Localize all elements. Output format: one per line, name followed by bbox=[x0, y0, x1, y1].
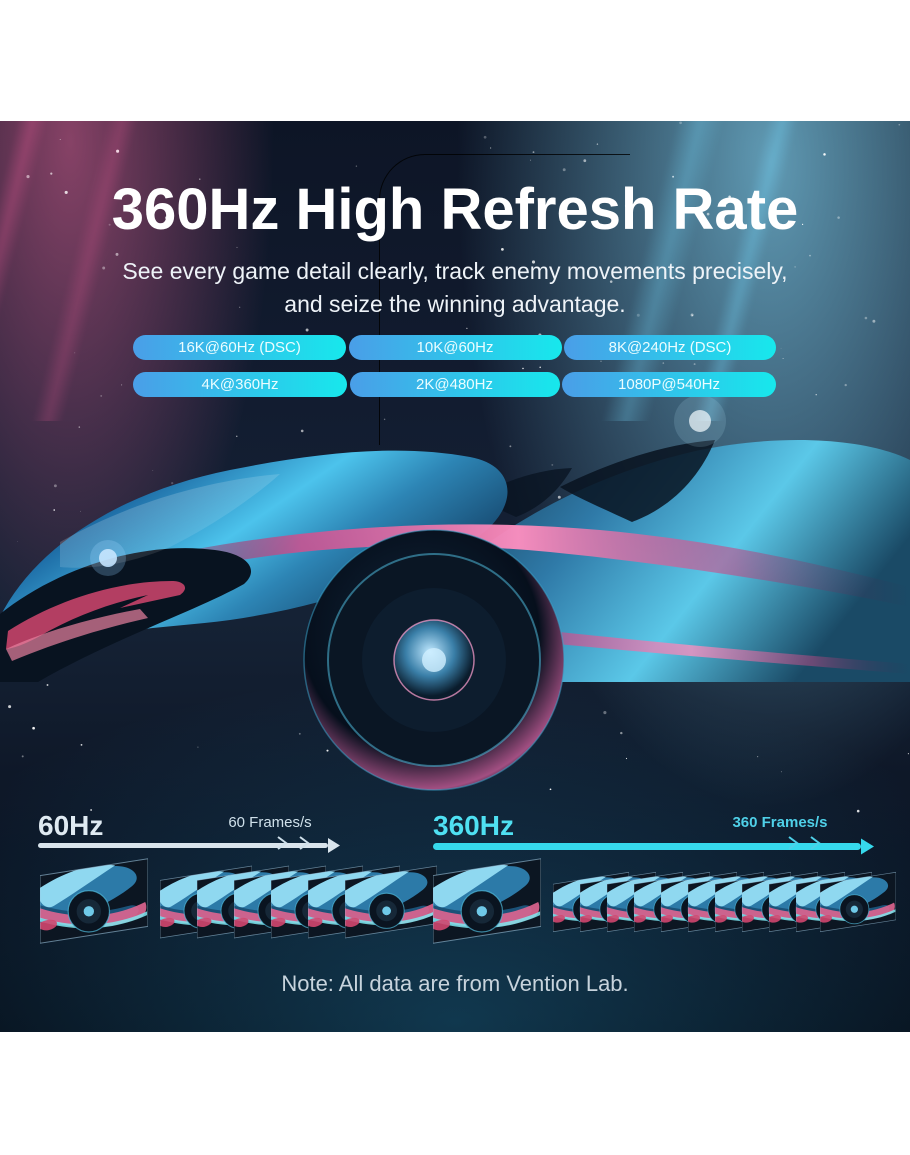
svg-text:60 Frames/s: 60 Frames/s bbox=[228, 814, 311, 831]
svg-text:60Hz: 60Hz bbox=[38, 810, 103, 841]
svg-text:360 Frames/s: 360 Frames/s bbox=[732, 814, 827, 831]
svg-text:360Hz: 360Hz bbox=[433, 810, 514, 841]
